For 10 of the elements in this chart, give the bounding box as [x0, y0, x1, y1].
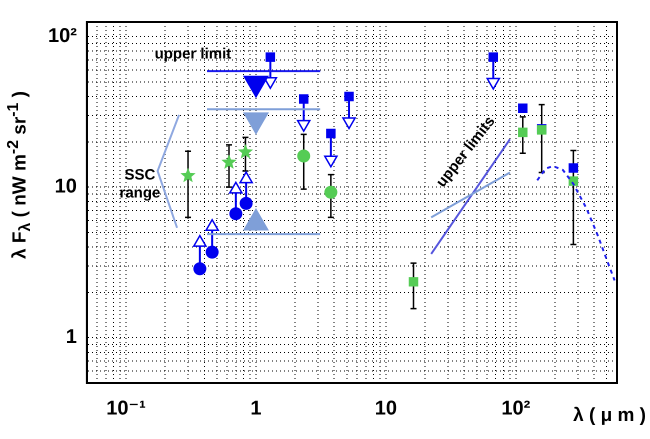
x-tick-label: 10²	[501, 398, 531, 420]
x-tick-label: 10	[374, 398, 398, 420]
y-tick-label: 1	[66, 326, 77, 348]
x-axis-title: λ ( μ m )	[573, 405, 646, 427]
annotation: SSC range	[119, 166, 160, 202]
y-tick-label: 10	[54, 176, 77, 198]
y-tick-label: 10²	[48, 25, 78, 48]
annotation: upper limit	[154, 46, 232, 63]
x-tick-label: 1	[250, 398, 262, 420]
x-tick-label: 10⁻¹	[106, 398, 146, 420]
